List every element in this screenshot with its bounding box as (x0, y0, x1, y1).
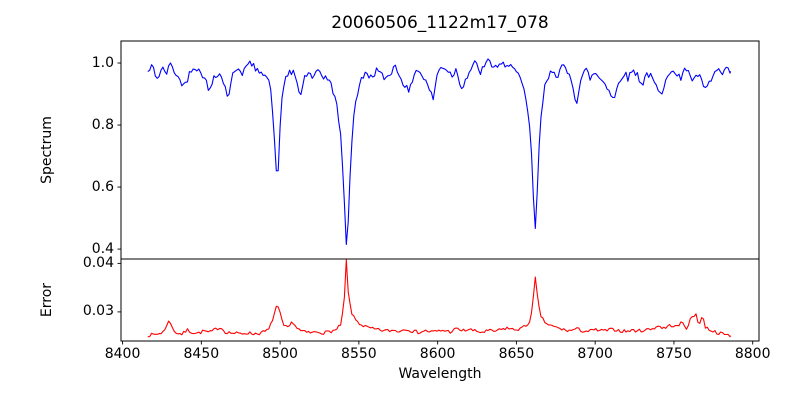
error-line (147, 259, 732, 338)
panel-border-1 (120, 258, 760, 342)
x-tick-label: 8600 (419, 346, 456, 362)
y-tick-label: 0.6 (91, 178, 114, 195)
x-tick-label: 8550 (341, 346, 377, 362)
y-tick-label: 0.04 (82, 254, 114, 271)
x-tick-label: 8650 (498, 346, 535, 362)
x-tick-label: 8450 (183, 346, 220, 362)
spectrum-line (147, 58, 732, 246)
y-tick-label: 0.8 (91, 116, 114, 133)
y-tick-label: 0.4 (91, 240, 114, 257)
chart-title: 20060506_1122m17_078 (331, 13, 549, 33)
x-tick-label: 8500 (262, 346, 298, 362)
x-tick-label: 8750 (656, 346, 692, 362)
x-tick-label: 8400 (104, 346, 141, 362)
y-tick-label: 1.0 (91, 54, 114, 71)
x-axis-label: Wavelength (398, 366, 482, 382)
x-tick-label: 8800 (734, 346, 771, 362)
y-tick-label: 0.03 (82, 303, 114, 320)
x-tick-label: 8700 (577, 346, 613, 362)
panel-border-0 (120, 40, 760, 260)
